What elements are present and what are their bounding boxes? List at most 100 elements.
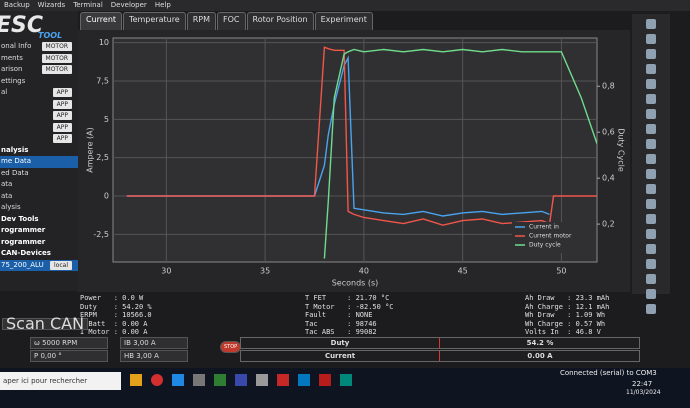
- sidebar-label: rogrammer: [1, 237, 46, 246]
- y2-tick-label: 0,4: [602, 174, 615, 183]
- sidebar-item[interactable]: ments MOTOR: [0, 53, 78, 65]
- current-value-cell: 0.00 A: [527, 352, 553, 360]
- sidebar-item[interactable]: APP: [0, 122, 78, 134]
- status-right: Ah Draw : 23.3 mAh Ah Charge : 12.1 mAh Wh…: [525, 294, 609, 337]
- sidebar-item[interactable]: Dev Tools: [0, 214, 78, 226]
- legend-label: Current in: [529, 224, 559, 231]
- sidebar-item[interactable]: al APP: [0, 87, 78, 99]
- toolbar-icon[interactable]: [646, 259, 656, 269]
- sidebar-item[interactable]: me Data: [0, 156, 78, 168]
- sidebar-item[interactable]: arison MOTOR: [0, 64, 78, 76]
- menu-bar: Backup Wizards Terminal Developer Help: [0, 0, 690, 11]
- toolbar-icon[interactable]: [646, 289, 656, 299]
- toolbar-icon[interactable]: [646, 94, 656, 104]
- sidebar-label: nalysis: [1, 145, 29, 154]
- y-tick-label: -2,5: [93, 230, 109, 239]
- sidebar-item[interactable]: rogrammer: [0, 225, 78, 237]
- legend-label: Current motor: [529, 233, 572, 240]
- sidebar-label: ata: [1, 191, 13, 200]
- sidebar-label: al: [1, 88, 8, 96]
- toolbar-icon[interactable]: [646, 139, 656, 149]
- toolbar-icon[interactable]: [646, 109, 656, 119]
- sidebar-item[interactable]: ed Data: [0, 168, 78, 180]
- toolbar-icon[interactable]: [646, 214, 656, 224]
- sidebar-label: arison: [1, 65, 23, 73]
- sidebar-item[interactable]: ettings: [0, 76, 78, 88]
- y-tick-label: 0: [104, 192, 109, 201]
- toolbar-icon[interactable]: [646, 49, 656, 59]
- sidebar-badge: local: [50, 260, 72, 270]
- menu-item[interactable]: Terminal: [73, 1, 103, 9]
- toolbar-icon[interactable]: [646, 229, 656, 239]
- tab[interactable]: FOC: [217, 12, 246, 30]
- x-tick-label: 35: [260, 267, 270, 276]
- tab[interactable]: Experiment: [314, 12, 373, 30]
- y2-tick-label: 0,2: [602, 220, 615, 229]
- tab[interactable]: RPM: [186, 12, 217, 30]
- toolbar-icon[interactable]: [646, 124, 656, 134]
- toolbar-icon[interactable]: [646, 184, 656, 194]
- sidebar-label: onal Info: [1, 42, 32, 50]
- toolbar-icon[interactable]: [646, 304, 656, 314]
- logo: ESC TOOL: [0, 11, 78, 41]
- y-tick-label: 10: [99, 38, 109, 47]
- toolbar-icon[interactable]: [646, 244, 656, 254]
- sidebar-item[interactable]: APP: [0, 133, 78, 145]
- status-line: Fault : NONE: [305, 311, 373, 319]
- toolbar: [632, 14, 670, 314]
- sidebar-item[interactable]: APP: [0, 99, 78, 111]
- menu-item[interactable]: Wizards: [37, 1, 66, 9]
- search-box[interactable]: aper ici pour rechercher: [0, 372, 121, 390]
- legend-box: [512, 222, 596, 253]
- clock-date: 11/03/2024: [626, 389, 661, 396]
- status-line: Tac ABS : 99082: [305, 328, 377, 336]
- sidebar-item[interactable]: rogrammer: [0, 237, 78, 249]
- status-line: Tac : 98746: [305, 319, 377, 328]
- status-line: Duty : 54.20 %: [80, 302, 152, 311]
- toolbar-icon[interactable]: [646, 169, 656, 179]
- sidebar-item[interactable]: 75_200_ALU local: [0, 259, 78, 271]
- tab[interactable]: Current: [80, 12, 123, 30]
- ib-input[interactable]: IB 3,00 A: [120, 337, 188, 349]
- status-line: Volts In : 46.8 V: [525, 328, 601, 336]
- scan-can-button[interactable]: Scan CAN: [2, 316, 89, 332]
- sidebar-badge: APP: [52, 122, 72, 132]
- status-middle: T FET : 21.70 °C T Motor : -82.50 °C Fault…: [305, 294, 394, 337]
- taskbar: aper ici pour rechercher Connected (seri…: [0, 368, 690, 408]
- tab-bar: Current Temperature RPM FOC Rotor Position Ex…: [80, 12, 373, 30]
- toolbar-icon[interactable]: [646, 64, 656, 74]
- menu-item[interactable]: Backup: [4, 1, 30, 9]
- sidebar-label: CAN-Devices: [1, 249, 51, 257]
- position-input[interactable]: P 0,00 °: [30, 350, 108, 362]
- toolbar-icon[interactable]: [646, 274, 656, 284]
- current-bar: Current 0.00 A: [240, 350, 640, 362]
- toolbar-icon[interactable]: [646, 79, 656, 89]
- y-tick-label: 2,5: [96, 153, 109, 162]
- y2-tick-label: 0,8: [602, 82, 615, 91]
- stop-button[interactable]: STOP: [220, 341, 242, 353]
- sidebar-label: me Data: [1, 157, 32, 165]
- sidebar-item[interactable]: onal Info MOTOR: [0, 41, 78, 53]
- menu-item[interactable]: Developer: [110, 1, 147, 9]
- hb-input[interactable]: HB 3,00 A: [120, 350, 188, 362]
- menu-item[interactable]: Help: [154, 1, 171, 9]
- sidebar-item[interactable]: alysis: [0, 202, 78, 214]
- sidebar-item[interactable]: ata: [0, 191, 78, 203]
- sidebar-item[interactable]: ata: [0, 179, 78, 191]
- toolbar-icon[interactable]: [646, 154, 656, 164]
- sidebar-item[interactable]: CAN-Devices: [0, 248, 78, 260]
- status-left: Power : 0.0 W Duty : 54.20 % ERPM : 10566.…: [80, 294, 152, 337]
- chart-panel: -2,5 0 2,5 5 7,5 10 0,2 0,4 0,6 0,8 30 35 40 45 50 Seco…: [78, 30, 630, 292]
- sidebar-item[interactable]: APP: [0, 110, 78, 122]
- toolbar-icon[interactable]: [646, 199, 656, 209]
- sidebar-item[interactable]: nalysis: [0, 145, 78, 157]
- tab[interactable]: Temperature: [123, 12, 186, 30]
- sidebar-label: ata: [1, 180, 13, 188]
- logo-text: ESC: [0, 13, 44, 38]
- toolbar-icon[interactable]: [646, 34, 656, 44]
- taskbar-icons: [130, 374, 430, 388]
- rpm-input[interactable]: ω 5000 RPM: [30, 337, 108, 349]
- tab[interactable]: Rotor Position: [246, 12, 314, 30]
- toolbar-icon[interactable]: [646, 19, 656, 29]
- sidebar-label: Dev Tools: [1, 214, 39, 223]
